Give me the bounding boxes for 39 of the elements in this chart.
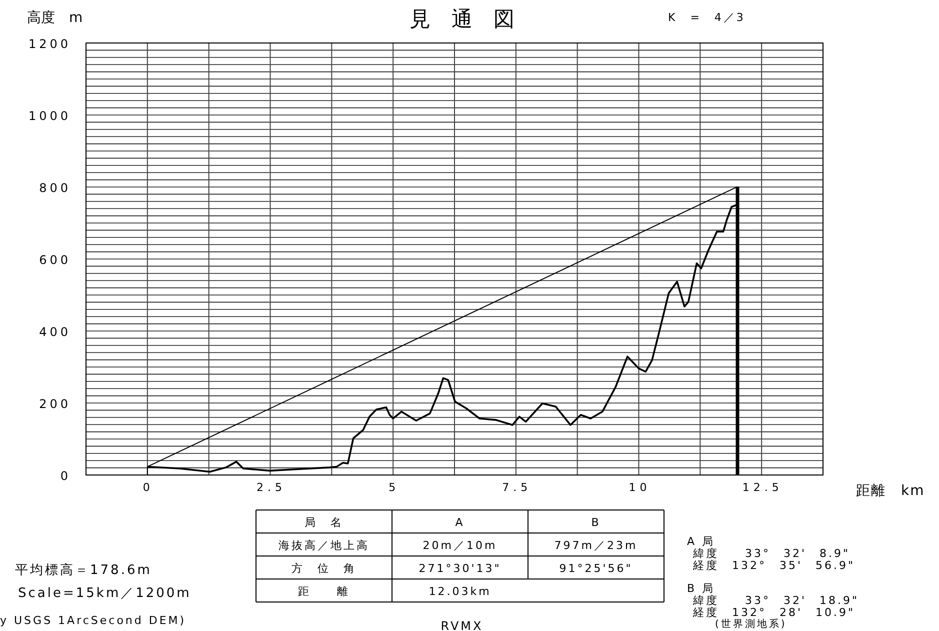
text: 距 離: [298, 585, 350, 598]
x-tick-label: 5: [388, 481, 400, 494]
text: A: [455, 516, 465, 529]
text: 緯度 33° 32' 8.9": [692, 547, 850, 560]
text: 12.03km: [428, 585, 492, 598]
text: 経度 132° 28' 10.9": [692, 606, 856, 619]
y-tick-label: 400: [39, 325, 71, 339]
x-axis-title: 距離 km: [856, 483, 925, 499]
text: (世界測地系): [715, 618, 787, 630]
text: 海抜高／地上高: [278, 539, 370, 552]
x-tick-label: 12.5: [742, 481, 783, 494]
text: 方 位 角: [292, 562, 356, 575]
text: 局 名: [304, 516, 344, 529]
text: K = 4／3: [668, 11, 746, 24]
y-tick-label: 800: [39, 181, 71, 195]
text: A 局: [687, 535, 716, 548]
text: 経度 132° 35' 56.9": [692, 559, 856, 572]
text: 797m／23m: [554, 539, 638, 552]
text: 平均標高＝178.6m: [15, 562, 152, 578]
y-axis-title: 高度 m: [27, 10, 83, 26]
x-tick-label: 7.5: [502, 481, 532, 494]
text: RVMX: [440, 619, 484, 631]
x-tick-label: 2.5: [256, 481, 286, 494]
y-tick-label: 0: [60, 469, 71, 483]
text: 緯度 33° 32' 18.9": [692, 594, 860, 607]
text: 91°25'56": [559, 562, 633, 575]
y-tick-label: 600: [39, 253, 71, 267]
y-tick-label: 1200: [28, 37, 71, 51]
text: y USGS 1ArcSecond DEM): [0, 614, 186, 627]
chart-title: 見 通 図: [410, 7, 514, 31]
y-tick-label: 200: [39, 397, 71, 411]
text: Scale=15km／1200m: [18, 586, 192, 601]
text: B 局: [687, 582, 716, 595]
text: 20m／10m: [422, 539, 498, 552]
x-tick-label: 10: [628, 481, 651, 494]
text: B: [591, 516, 601, 529]
x-tick-label: 0: [142, 481, 154, 494]
text: 271°30'13": [418, 562, 502, 575]
y-tick-label: 1000: [28, 109, 71, 123]
